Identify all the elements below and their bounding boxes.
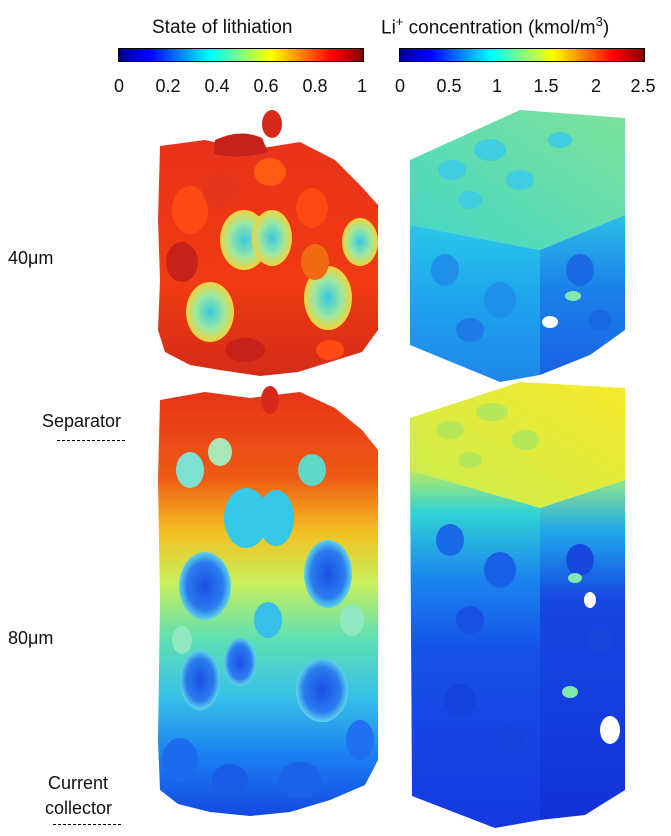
lithiation-volume-40um <box>158 110 378 376</box>
current-collector-dash <box>53 824 121 825</box>
concentration-tick-4: 2 <box>590 76 602 96</box>
lithiation-tick-1: 0.2 <box>155 76 181 96</box>
lithiation-colorbar-title: State of lithiation <box>152 17 293 38</box>
concentration-title-prefix: Li <box>381 17 396 39</box>
lithiation-tick-3: 0.6 <box>253 76 279 96</box>
concentration-colorbar <box>399 48 645 62</box>
lithiation-tick-2: 0.4 <box>204 76 230 96</box>
separator-dash <box>57 440 125 441</box>
concentration-colorbar-title: Li+ concentration (kmol/m3) <box>381 14 609 39</box>
lithiation-tick-0: 0 <box>113 76 125 96</box>
row-label-40um: 40μm <box>8 248 54 268</box>
concentration-tick-0: 0 <box>394 76 406 96</box>
concentration-title-close: ) <box>602 17 610 39</box>
concentration-title-rest: concentration (kmol/m <box>403 17 596 39</box>
row-label-80um: 80μm <box>8 628 54 648</box>
concentration-tick-5: 2.5 <box>630 76 656 96</box>
concentration-tick-1: 0.5 <box>436 76 462 96</box>
concentration-title-sup: + <box>395 14 404 29</box>
current-collector-label-line1: Current <box>48 773 109 793</box>
concentration-tick-2: 1 <box>491 76 503 96</box>
separator-label: Separator <box>42 411 122 431</box>
concentration-tick-3: 1.5 <box>533 76 559 96</box>
current-collector-label-line2: collector <box>45 798 113 818</box>
concentration-volume-80um <box>410 382 625 828</box>
concentration-volume-40um <box>410 110 625 382</box>
concentration-title-unit-sup: 3 <box>595 14 603 29</box>
lithiation-tick-4: 0.8 <box>302 76 328 96</box>
lithiation-tick-5: 1 <box>356 76 368 96</box>
lithiation-colorbar <box>118 48 364 62</box>
lithiation-volume-80um <box>158 386 378 816</box>
